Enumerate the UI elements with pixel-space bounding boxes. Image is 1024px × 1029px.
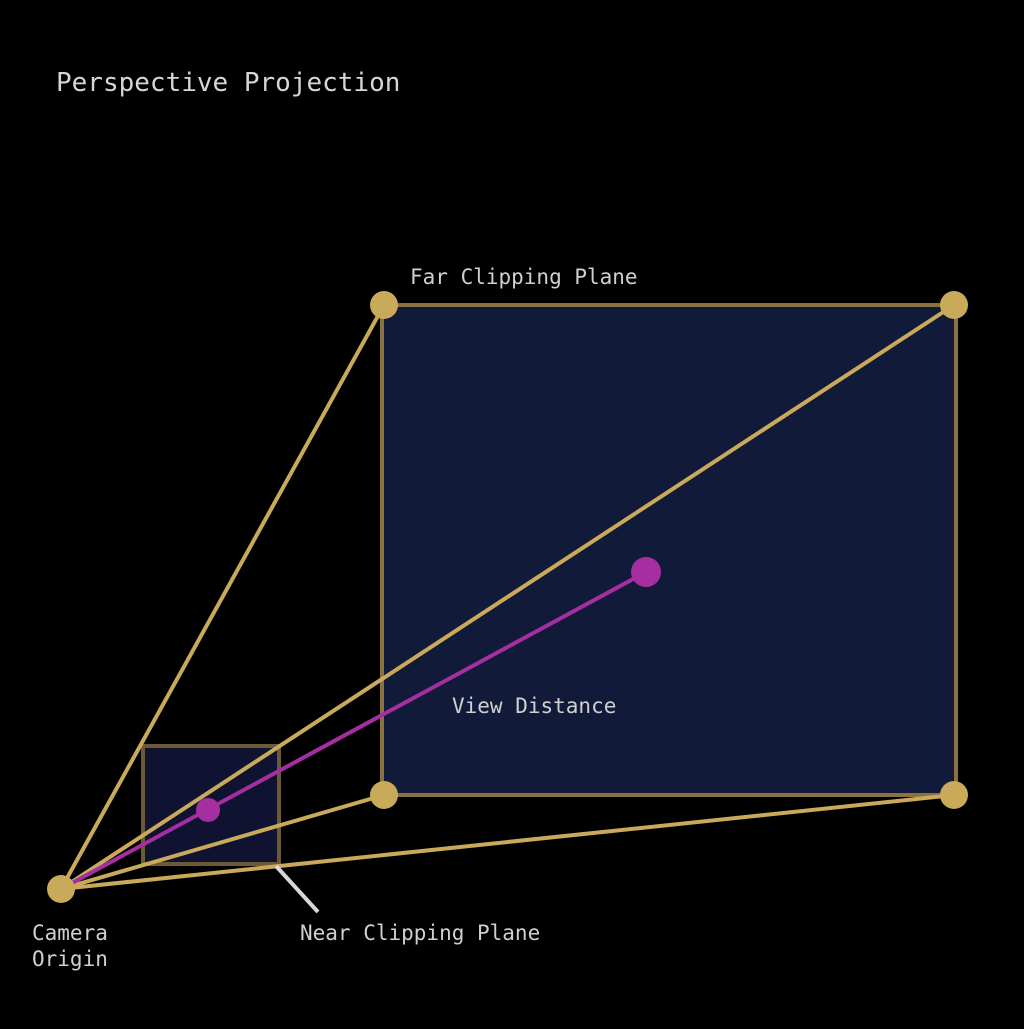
frustum-edge-bottom-left	[60, 793, 385, 891]
far-clipping-plane	[380, 303, 958, 797]
diagram-title: Perspective Projection	[56, 68, 400, 98]
frustum-edge-bottom-right	[60, 793, 955, 891]
camera-origin-label-line2: Origin	[32, 947, 108, 971]
camera-origin-label-line1: Camera	[32, 921, 108, 945]
view-distance-label: View Distance	[452, 694, 616, 718]
far-plane-vertex-bottom-right	[940, 781, 968, 809]
near-plane-label: Near Clipping Plane	[300, 921, 540, 945]
far-plane-center-point	[631, 557, 661, 587]
far-plane-vertex-top-left	[370, 291, 398, 319]
frustum-edge-top-left	[59, 304, 386, 890]
far-plane-label: Far Clipping Plane	[410, 265, 638, 289]
near-plane-leader-line	[274, 864, 320, 914]
frustum-edge-top-right	[59, 303, 956, 891]
view-axis-line	[60, 570, 647, 891]
near-plane-center-point	[196, 798, 220, 822]
camera-origin-point	[47, 875, 75, 903]
far-plane-vertex-top-right	[940, 291, 968, 319]
far-plane-vertex-bottom-left	[370, 781, 398, 809]
